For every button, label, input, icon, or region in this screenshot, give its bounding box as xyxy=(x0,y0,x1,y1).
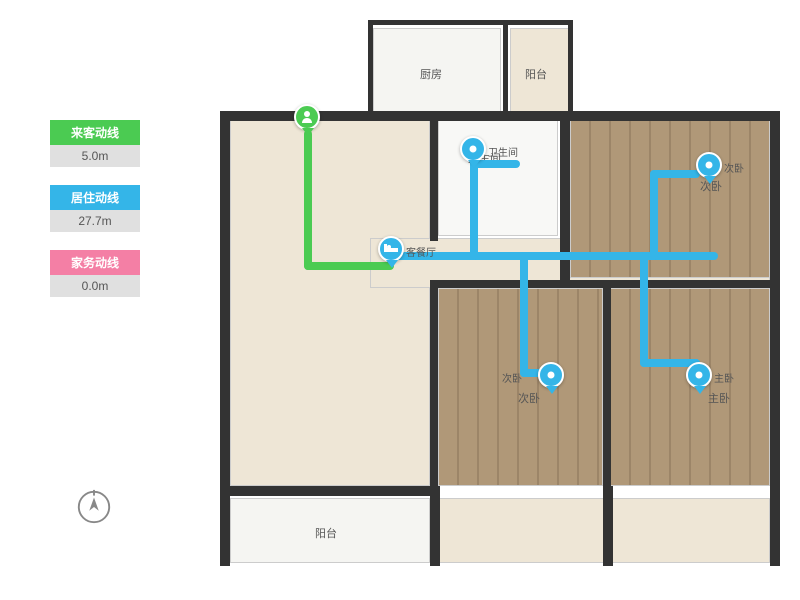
marker-bed_ne xyxy=(696,152,724,188)
wall xyxy=(430,486,440,566)
floorplan: 厨房阳台卫生间次卧次卧主卧阳台客餐厅卫生间次卧次卧主卧 xyxy=(220,20,780,575)
wall xyxy=(603,486,613,566)
path-living xyxy=(650,170,700,178)
marker-tail xyxy=(694,386,706,394)
wall xyxy=(220,111,230,566)
legend-item-chore: 家务动线 0.0m xyxy=(50,250,140,297)
room-label-balcony1: 阳台 xyxy=(525,66,547,82)
wall xyxy=(368,20,573,25)
wall xyxy=(430,280,438,490)
wall xyxy=(220,486,438,496)
marker-living xyxy=(378,236,406,272)
room-living xyxy=(230,118,430,486)
legend-label: 来客动线 xyxy=(50,120,140,145)
marker-tail xyxy=(546,386,558,394)
wall xyxy=(503,20,508,115)
wall xyxy=(430,111,438,241)
marker-entry xyxy=(294,104,322,140)
legend: 来客动线 5.0m 居住动线 27.7m 家务动线 0.0m xyxy=(50,120,140,315)
legend-item-living: 居住动线 27.7m xyxy=(50,185,140,232)
marker-label-bed_se: 主卧 xyxy=(714,370,734,385)
marker-bath xyxy=(460,136,488,172)
path-living xyxy=(640,252,648,367)
marker-label-bed_sw: 次卧 xyxy=(502,370,522,385)
marker-label-bed_ne: 次卧 xyxy=(724,160,744,175)
path-living xyxy=(470,160,478,260)
marker-tail xyxy=(302,128,314,136)
person-icon xyxy=(294,104,320,130)
path-living xyxy=(520,252,528,377)
legend-value: 0.0m xyxy=(50,275,140,297)
wall xyxy=(368,20,373,115)
legend-label: 居住动线 xyxy=(50,185,140,210)
wall xyxy=(568,20,573,115)
room-label-kitchen: 厨房 xyxy=(420,66,442,82)
wall xyxy=(603,280,611,490)
dot-icon xyxy=(686,362,712,388)
compass-icon xyxy=(75,488,113,531)
marker-label-living: 客餐厅 xyxy=(406,244,436,259)
path-living xyxy=(388,252,718,260)
room-label-bed_sw: 次卧 xyxy=(518,390,540,406)
legend-value: 5.0m xyxy=(50,145,140,167)
marker-bed_sw xyxy=(538,362,566,398)
bed-icon xyxy=(378,236,404,262)
room-label-balcony2: 阳台 xyxy=(315,525,337,541)
wall xyxy=(770,111,780,566)
dot-icon xyxy=(538,362,564,388)
legend-item-guest: 来客动线 5.0m xyxy=(50,120,140,167)
marker-tail xyxy=(386,260,398,268)
marker-label-bath: 卫生间 xyxy=(488,144,518,159)
dot-icon xyxy=(460,136,486,162)
legend-label: 家务动线 xyxy=(50,250,140,275)
marker-tail xyxy=(704,176,716,184)
marker-tail xyxy=(468,160,480,168)
path-living xyxy=(650,170,658,260)
room-bath xyxy=(438,118,558,236)
dot-icon xyxy=(696,152,722,178)
path-guest xyxy=(304,130,312,270)
marker-bed_se xyxy=(686,362,714,398)
legend-value: 27.7m xyxy=(50,210,140,232)
